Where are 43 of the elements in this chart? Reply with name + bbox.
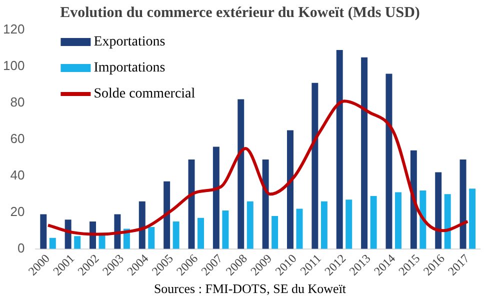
y-tick-label: 100 (2, 58, 25, 74)
bar (74, 236, 81, 249)
bar (444, 194, 451, 249)
bar (460, 159, 466, 249)
bar (172, 221, 180, 249)
bar (238, 99, 244, 249)
bar (361, 57, 368, 249)
y-tick-label: 40 (10, 167, 25, 182)
legend-label: Importations (94, 60, 166, 76)
bar (246, 201, 254, 249)
chart-title: Evolution du commerce extérieur du Koweït (Mds USD) (60, 4, 420, 21)
y-tick-label: 80 (10, 94, 25, 110)
bar (394, 192, 402, 249)
bar (222, 210, 229, 249)
bar (370, 196, 377, 249)
bar (435, 172, 442, 249)
bar (164, 181, 170, 249)
bar (198, 218, 204, 249)
bar (262, 159, 269, 249)
line-series (46, 100, 470, 236)
legend-label: Solde commercial (94, 86, 196, 102)
bar (40, 214, 47, 249)
bar (420, 190, 426, 249)
bar (386, 74, 392, 249)
bar (312, 82, 318, 249)
bar (138, 201, 146, 249)
bar (346, 200, 352, 249)
source-note: Sources : FMI-DOTS, SE du Koweït (152, 281, 348, 297)
bar (287, 130, 294, 249)
y-tick-label: 60 (10, 131, 25, 146)
legend-label: Exportations (94, 34, 166, 50)
y-tick-label: 120 (2, 22, 25, 37)
bar (212, 146, 220, 249)
bar (469, 188, 476, 249)
bar (320, 201, 328, 249)
bar (336, 50, 343, 249)
y-tick-label: 20 (10, 204, 25, 219)
bar (114, 214, 121, 249)
bar (272, 216, 278, 249)
bar (49, 238, 56, 249)
y-tick-label: 0 (17, 240, 25, 256)
bar (296, 208, 303, 249)
bar (148, 226, 155, 249)
